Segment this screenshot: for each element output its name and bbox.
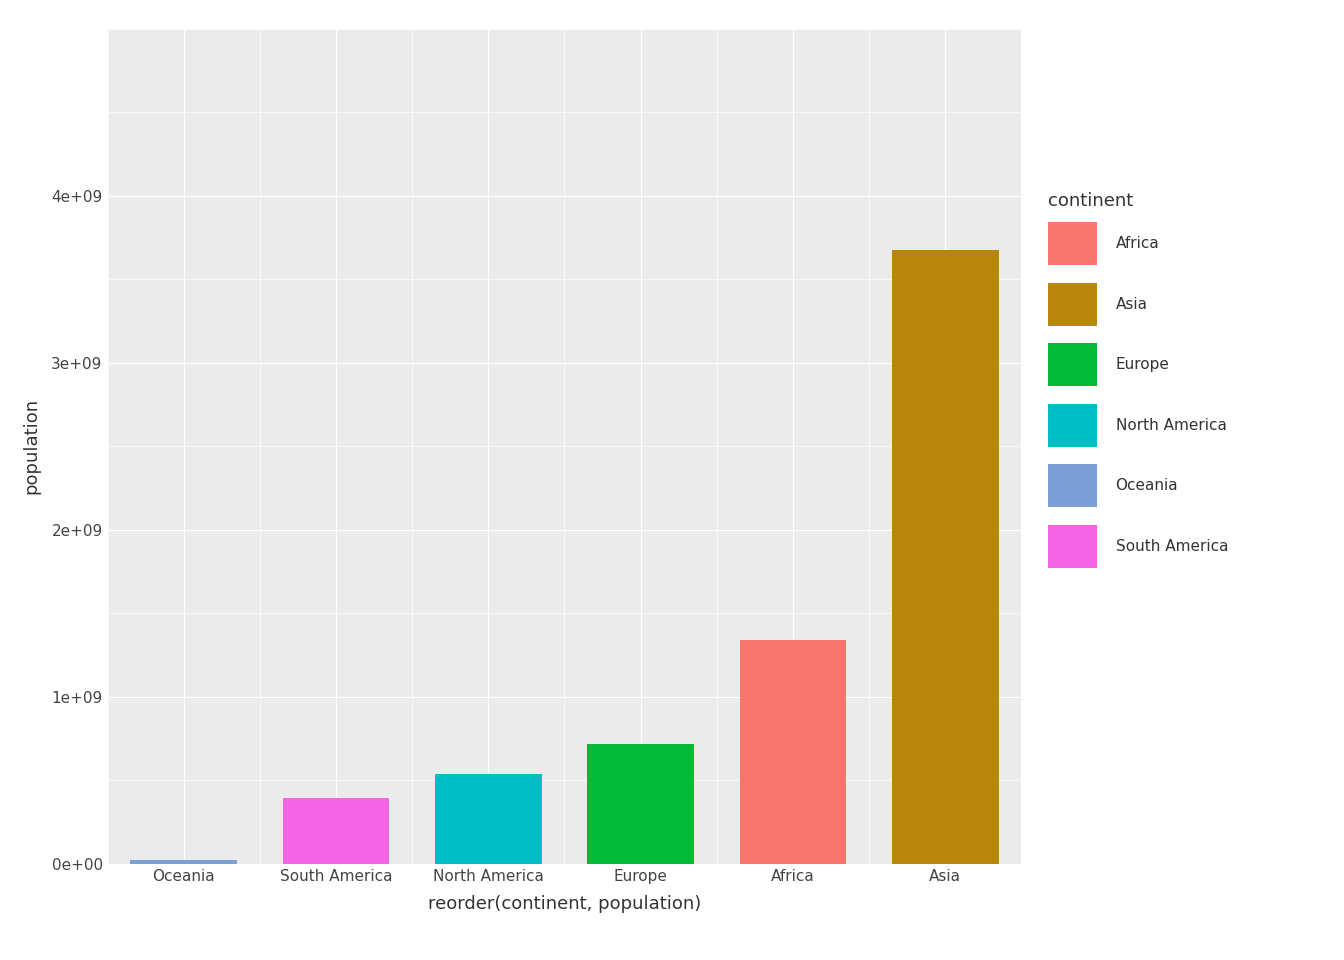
Bar — [1048, 282, 1097, 326]
Text: South America: South America — [1116, 539, 1228, 554]
Text: North America: North America — [1116, 418, 1226, 433]
X-axis label: reorder(continent, population): reorder(continent, population) — [427, 895, 702, 913]
Bar — [587, 744, 694, 864]
Bar — [1048, 344, 1097, 387]
Bar — [1048, 403, 1097, 447]
Bar — [1048, 464, 1097, 507]
Bar — [282, 798, 390, 864]
Text: Oceania: Oceania — [1116, 478, 1179, 493]
Text: Europe: Europe — [1116, 357, 1169, 372]
Bar — [130, 860, 237, 864]
Text: continent: continent — [1048, 192, 1133, 210]
Text: Asia: Asia — [1116, 297, 1148, 312]
Text: Africa: Africa — [1116, 236, 1160, 252]
Bar — [435, 774, 542, 864]
Bar — [1048, 223, 1097, 266]
Bar — [892, 251, 999, 864]
Y-axis label: population: population — [22, 398, 40, 494]
Bar — [739, 640, 847, 864]
Bar — [1048, 524, 1097, 568]
